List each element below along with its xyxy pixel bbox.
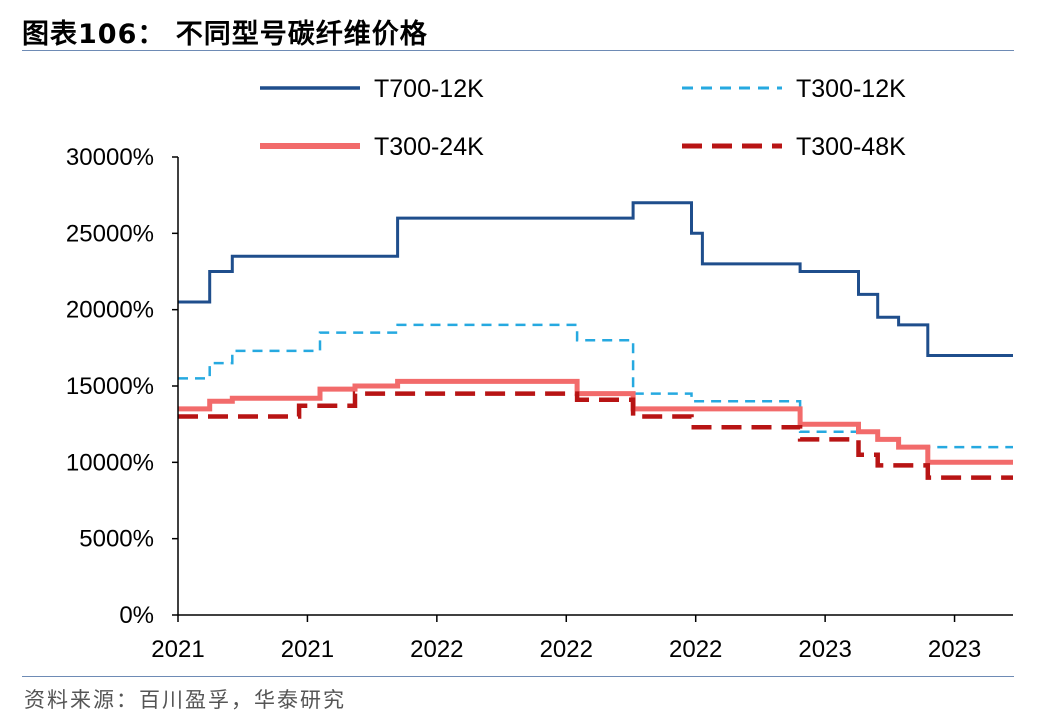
x-tick-label: 2023 [798, 636, 851, 663]
x-tick-label: 2023 [928, 636, 981, 663]
legend: T700-12K T300-12K T300-24K T300-48K [260, 75, 906, 161]
x-tick-label: 2021 [151, 636, 204, 663]
y-tick-label: 15000% [66, 373, 154, 400]
y-tick-label: 20000% [66, 297, 154, 324]
legend-label-t300-48k: T300-48K [796, 133, 906, 161]
x-tick-label: 2022 [669, 636, 722, 663]
x-tick-label: 2022 [410, 636, 463, 663]
chart-title: 图表106： 不同型号碳纤维价格 [22, 19, 428, 50]
series-line-t300-12k [178, 323, 1013, 449]
series-line-t300-48k [178, 391, 1013, 480]
series-line-t700-12k [178, 201, 1013, 357]
y-tick-label: 0% [119, 602, 154, 629]
y-tick-label: 30000% [66, 144, 154, 171]
y-tick-label: 25000% [66, 220, 154, 247]
header-rule [22, 50, 1014, 51]
y-tick-label: 10000% [66, 449, 154, 476]
x-tick-label: 2021 [281, 636, 334, 663]
legend-label-t300-24k: T300-24K [374, 133, 484, 161]
line-chart: T700-12K T300-12K T300-24K T300-48K 0% 5000%… [66, 75, 1013, 663]
source-note: 资料来源：百川盈孚，华泰研究 [24, 688, 346, 712]
series-line-t300-24k [178, 378, 1013, 465]
legend-label-t300-12k: T300-12K [796, 75, 906, 103]
x-tick-label: 2022 [540, 636, 593, 663]
footer-rule [22, 676, 1014, 677]
axes: 0% 5000% 10000% 15000% 20000% 25000% 30000% 202… [66, 144, 1013, 663]
series-layer [178, 201, 1013, 480]
y-tick-label: 5000% [79, 526, 154, 553]
legend-label-t700-12k: T700-12K [374, 75, 484, 103]
